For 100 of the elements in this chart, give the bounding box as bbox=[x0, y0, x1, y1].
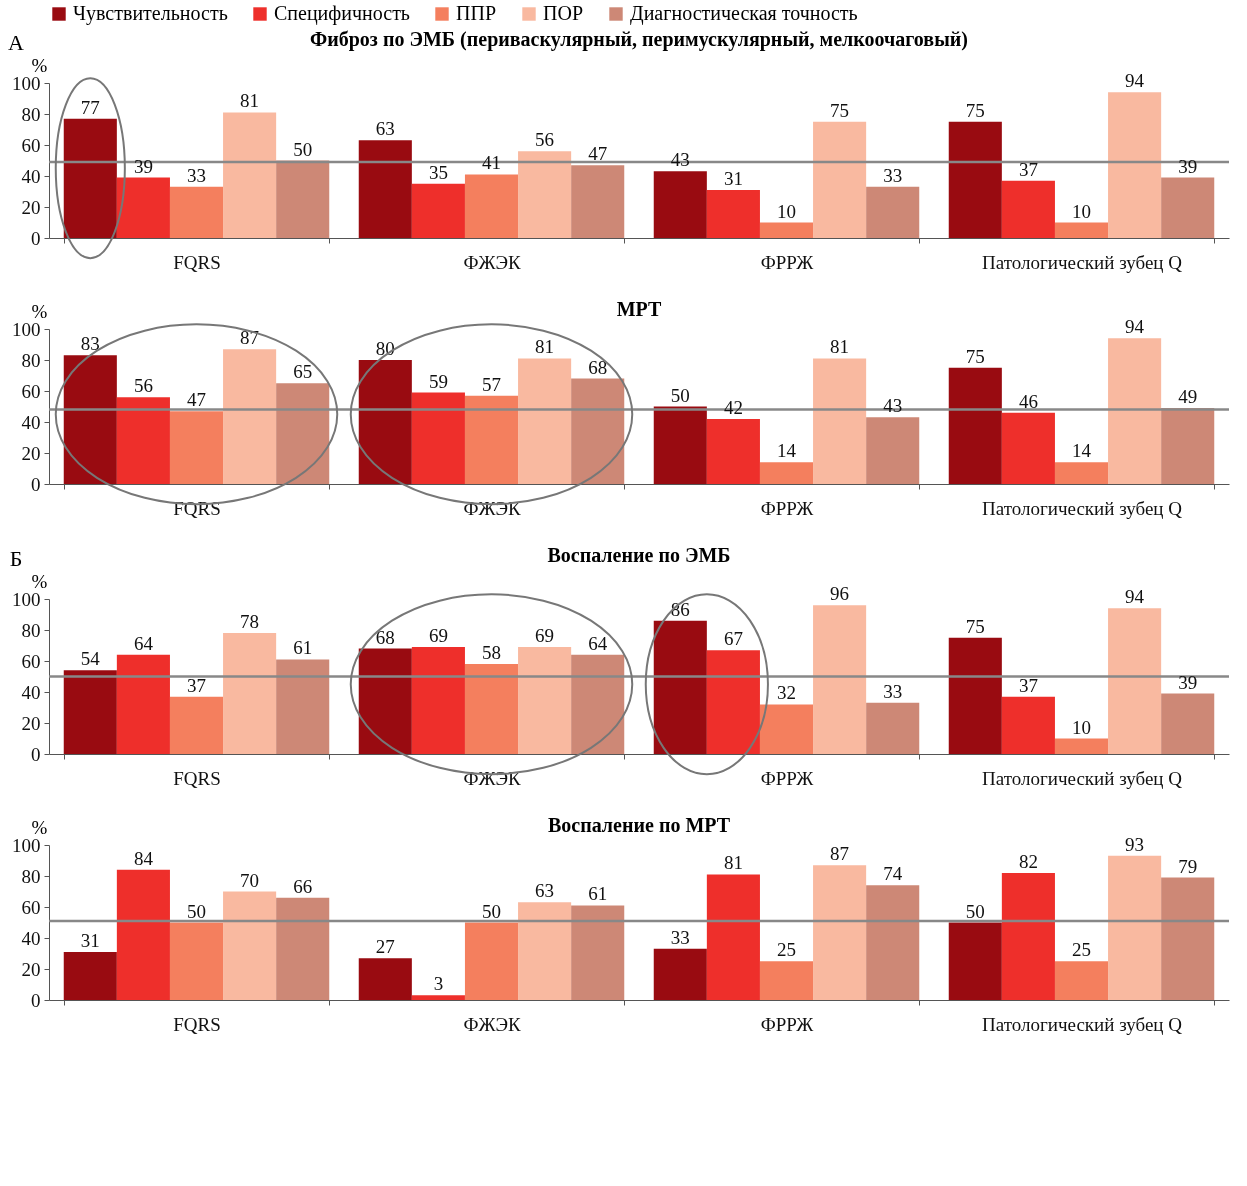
bar bbox=[1054, 961, 1109, 1000]
legend-label: Диагностическая точность bbox=[630, 2, 858, 25]
bar bbox=[1054, 462, 1109, 484]
data-label: 63 bbox=[535, 880, 555, 902]
bar bbox=[116, 654, 170, 754]
data-label: 94 bbox=[1125, 586, 1145, 608]
data-label: 10 bbox=[1072, 716, 1091, 738]
data-label: 10 bbox=[1072, 200, 1091, 222]
data-label: 43 bbox=[883, 395, 903, 417]
data-label: 39 bbox=[133, 155, 153, 177]
data-label: 69 bbox=[535, 625, 555, 647]
bar bbox=[358, 648, 412, 754]
data-label: 75 bbox=[830, 99, 850, 121]
bar bbox=[223, 112, 277, 238]
bar bbox=[653, 171, 707, 238]
x-tick-label: ФРРЖ bbox=[760, 767, 815, 789]
bar bbox=[948, 121, 1002, 238]
bar bbox=[1161, 693, 1215, 754]
bar bbox=[411, 392, 465, 484]
chart-title: Воспаление по МРТ bbox=[547, 814, 731, 836]
bar bbox=[759, 704, 814, 754]
bar bbox=[63, 670, 117, 754]
bar bbox=[813, 865, 867, 1000]
bar bbox=[223, 349, 277, 484]
data-label: 37 bbox=[187, 674, 206, 696]
data-label: 70 bbox=[240, 869, 260, 891]
y-tick-label: 80 bbox=[21, 619, 41, 641]
data-label: 77 bbox=[80, 96, 100, 118]
x-tick-label: ФЖЭК bbox=[463, 1013, 521, 1035]
data-label: 14 bbox=[1072, 440, 1092, 462]
bar bbox=[706, 650, 760, 754]
data-label: 27 bbox=[375, 936, 395, 958]
data-label: 49 bbox=[1178, 386, 1198, 408]
data-label: 33 bbox=[187, 164, 206, 186]
data-label: 61 bbox=[293, 637, 313, 659]
bar bbox=[518, 902, 572, 1000]
bar bbox=[518, 151, 572, 238]
x-tick-label: FQRS bbox=[173, 767, 221, 789]
y-tick-label: 20 bbox=[21, 196, 41, 218]
data-label: 66 bbox=[293, 875, 313, 897]
data-label: 64 bbox=[588, 632, 608, 654]
bar bbox=[813, 121, 867, 238]
data-label: 56 bbox=[535, 129, 555, 151]
bar bbox=[1001, 180, 1055, 238]
data-label: 3 bbox=[433, 973, 444, 995]
data-label: 50 bbox=[187, 900, 206, 922]
data-label: 50 bbox=[965, 900, 985, 922]
data-label: 65 bbox=[293, 361, 313, 383]
y-tick-label: 60 bbox=[21, 896, 41, 918]
bar bbox=[464, 922, 519, 1000]
y-tick-label: 20 bbox=[21, 442, 41, 464]
chart-title: Воспаление по ЭМБ bbox=[547, 544, 731, 566]
bar bbox=[866, 885, 920, 1000]
x-tick-label: Патологический зубец Q bbox=[982, 497, 1183, 519]
bar bbox=[866, 417, 920, 484]
data-label: 82 bbox=[1018, 850, 1038, 872]
bar bbox=[358, 140, 412, 238]
x-tick-label: Патологический зубец Q bbox=[982, 251, 1183, 273]
bar bbox=[1108, 855, 1162, 1000]
legend-label: ПОР bbox=[543, 2, 584, 24]
bar bbox=[63, 951, 117, 1000]
data-label: 93 bbox=[1125, 833, 1145, 855]
bar bbox=[169, 411, 224, 484]
data-label: 78 bbox=[240, 611, 260, 633]
bar bbox=[63, 118, 117, 238]
data-label: 68 bbox=[375, 626, 395, 648]
y-tick-label: 20 bbox=[21, 712, 41, 734]
bar bbox=[1108, 608, 1162, 754]
bar bbox=[653, 620, 707, 754]
data-label: 74 bbox=[883, 863, 903, 885]
data-label: 75 bbox=[965, 99, 985, 121]
x-tick-label: Патологический зубец Q bbox=[982, 1013, 1183, 1035]
y-tick-label: 40 bbox=[21, 681, 41, 703]
data-label: 54 bbox=[80, 648, 101, 670]
bar bbox=[276, 383, 330, 484]
y-tick-label: 80 bbox=[21, 865, 41, 887]
data-label: 64 bbox=[133, 632, 154, 654]
data-label: 50 bbox=[482, 900, 501, 922]
data-label: 87 bbox=[830, 843, 850, 865]
bar bbox=[1001, 872, 1055, 1000]
data-label: 41 bbox=[482, 152, 501, 174]
bar bbox=[653, 406, 707, 484]
data-label: 33 bbox=[883, 680, 903, 702]
bar bbox=[1001, 696, 1055, 754]
data-label: 79 bbox=[1178, 855, 1198, 877]
bar bbox=[518, 647, 572, 754]
legend-label: ППР bbox=[456, 2, 497, 24]
x-tick-label: Патологический зубец Q bbox=[982, 767, 1183, 789]
bar bbox=[1161, 177, 1215, 238]
data-label: 81 bbox=[723, 852, 743, 874]
bar bbox=[1054, 738, 1109, 754]
bar bbox=[276, 160, 330, 238]
bar bbox=[571, 165, 625, 238]
bar bbox=[169, 922, 224, 1000]
bar bbox=[464, 174, 519, 238]
y-tick-label: 40 bbox=[21, 927, 41, 949]
bar bbox=[948, 637, 1002, 754]
data-label: 31 bbox=[80, 929, 100, 951]
text: А bbox=[8, 30, 25, 55]
data-label: 42 bbox=[723, 396, 743, 418]
